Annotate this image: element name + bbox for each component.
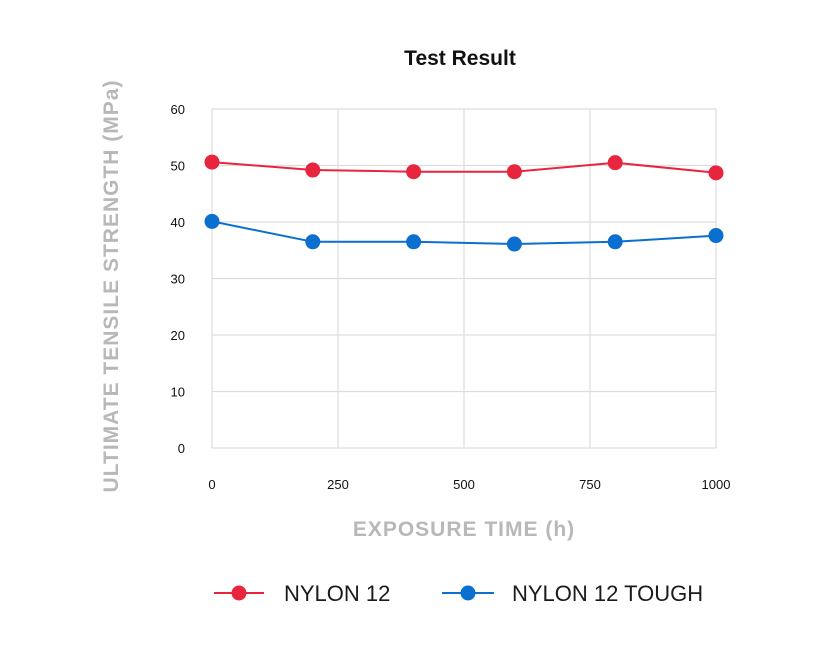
y-tick-label: 50 [171, 159, 185, 174]
data-point [406, 234, 422, 250]
x-axis-title: EXPOSURE TIME (h) [353, 518, 575, 541]
x-tick-label: 750 [579, 477, 601, 492]
data-point [708, 228, 724, 244]
legend: NYLON 12 NYLON 12 TOUGH [214, 581, 703, 606]
chart-title: Test Result [404, 47, 516, 70]
y-axis-ticks: 0 10 20 30 40 50 60 [171, 102, 185, 456]
series-line-1 [211, 161, 717, 174]
gridlines [211, 108, 717, 449]
series-line-2 [211, 220, 717, 246]
legend-label: NYLON 12 TOUGH [512, 581, 703, 606]
data-point [204, 213, 220, 229]
y-tick-label: 30 [171, 272, 185, 287]
y-tick-label: 40 [171, 215, 185, 230]
data-point [607, 155, 623, 171]
x-tick-label: 1000 [702, 477, 731, 492]
legend-marker [460, 585, 476, 601]
x-axis-ticks: 0 250 500 750 1000 [208, 477, 730, 492]
data-point [204, 154, 220, 170]
x-tick-label: 500 [453, 477, 475, 492]
legend-marker [231, 585, 247, 601]
x-tick-label: 250 [327, 477, 349, 492]
data-point [305, 234, 321, 250]
data-point [506, 164, 522, 180]
x-tick-label: 0 [208, 477, 215, 492]
data-point [305, 162, 321, 178]
y-tick-label: 60 [171, 102, 185, 117]
y-tick-label: 10 [171, 385, 185, 400]
series-layer [204, 154, 724, 252]
data-point [406, 164, 422, 180]
data-point [708, 165, 724, 181]
y-tick-label: 0 [178, 441, 185, 456]
y-axis-title: ULTIMATE TENSILE STRENGTH (MPa) [100, 80, 123, 493]
data-point [506, 236, 522, 252]
y-tick-label: 20 [171, 328, 185, 343]
data-point [607, 234, 623, 250]
legend-label: NYLON 12 [284, 581, 390, 606]
